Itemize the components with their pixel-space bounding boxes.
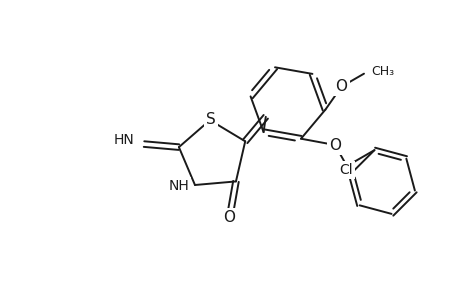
Text: S: S [206, 112, 215, 127]
Text: O: O [335, 79, 347, 94]
Text: O: O [223, 211, 235, 226]
Text: CH₃: CH₃ [370, 65, 393, 78]
Text: HN: HN [113, 133, 134, 147]
Text: NH: NH [168, 179, 189, 193]
Text: Cl: Cl [339, 163, 353, 177]
Text: O: O [328, 137, 340, 152]
